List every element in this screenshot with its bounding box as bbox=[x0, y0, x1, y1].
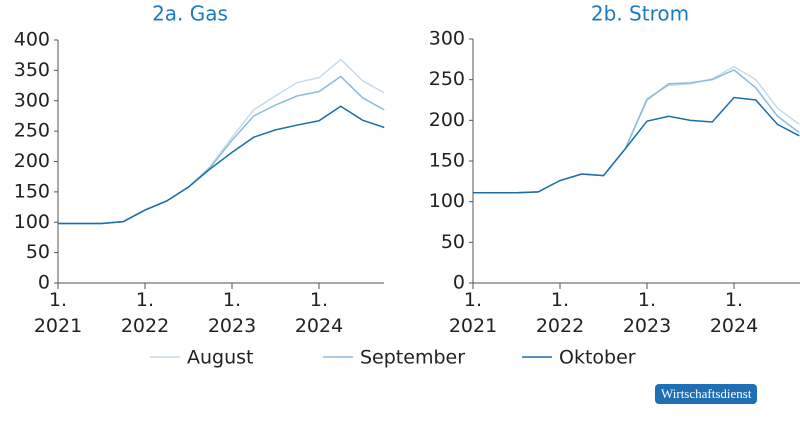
y-tick-label: 150 bbox=[14, 180, 50, 202]
y-tick-label: 150 bbox=[429, 150, 465, 172]
chart-title: 2a. Gas bbox=[152, 2, 228, 26]
x-tick-label: 1. 2022 bbox=[535, 289, 585, 337]
source-badge: Wirtschaftsdienst bbox=[655, 384, 758, 404]
line-series bbox=[58, 58, 385, 225]
legend-label: August bbox=[187, 347, 254, 369]
y-tick-label: 200 bbox=[429, 109, 465, 131]
y-tick-label: 50 bbox=[441, 231, 465, 253]
y-tick-label: 400 bbox=[14, 29, 50, 51]
x-tick-label: 1. 2023 bbox=[207, 289, 257, 337]
y-tick-label: 100 bbox=[429, 190, 465, 212]
legend-label: Oktober bbox=[559, 347, 636, 369]
y-tick-label: 350 bbox=[14, 59, 50, 81]
x-tick-label: 1. 2021 bbox=[448, 289, 498, 337]
line-series bbox=[473, 96, 800, 194]
x-tick-label: 1. 2023 bbox=[622, 289, 672, 337]
x-tick-label: 1. 2021 bbox=[33, 289, 83, 337]
y-tick-label: 250 bbox=[429, 68, 465, 90]
x-tick-label: 1. 2024 bbox=[709, 289, 759, 337]
x-tick-label: 1. 2022 bbox=[120, 289, 170, 337]
y-tick-label: 0 bbox=[38, 272, 50, 294]
y-tick-label: 100 bbox=[14, 211, 50, 233]
line-series bbox=[473, 65, 800, 194]
line-series bbox=[473, 69, 800, 194]
line-series bbox=[58, 75, 385, 225]
y-tick-label: 50 bbox=[26, 241, 50, 263]
y-tick-label: 0 bbox=[453, 272, 465, 294]
legend-label: September bbox=[360, 347, 465, 369]
y-tick-label: 200 bbox=[14, 150, 50, 172]
chart-title: 2b. Strom bbox=[591, 2, 689, 26]
y-tick-label: 250 bbox=[14, 120, 50, 142]
x-tick-label: 1. 2024 bbox=[294, 289, 344, 337]
line-series bbox=[58, 105, 385, 225]
y-tick-label: 300 bbox=[14, 89, 50, 111]
y-tick-label: 300 bbox=[429, 28, 465, 50]
